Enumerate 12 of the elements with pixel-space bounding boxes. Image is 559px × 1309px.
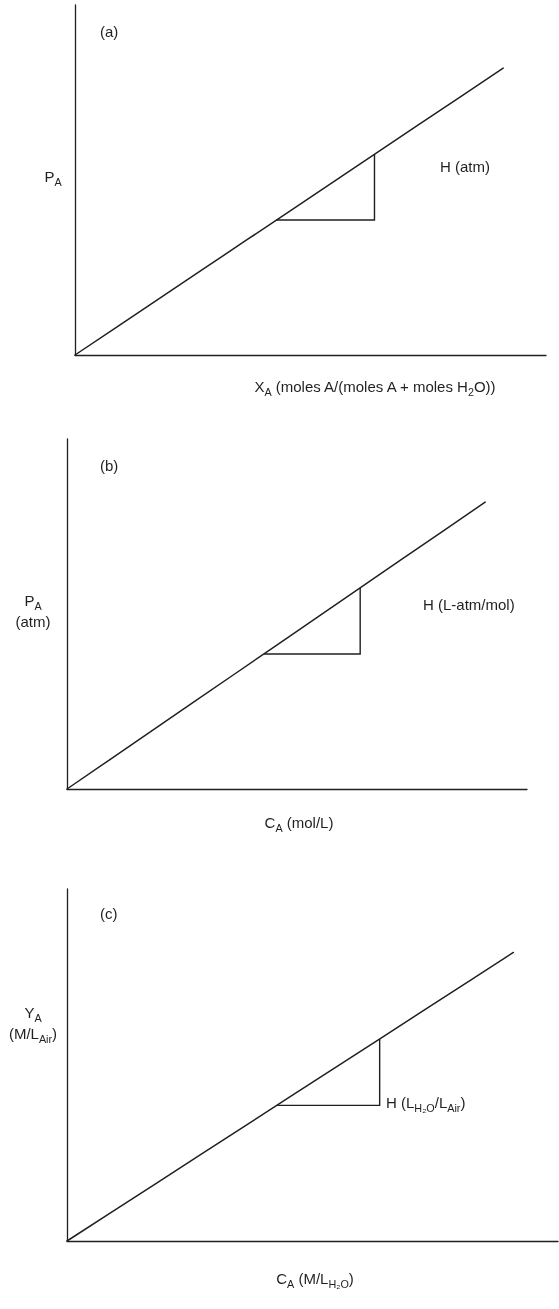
annotation: H (L-atm/mol) — [423, 595, 515, 615]
y-axis-title: P$_{A}$ — [44, 168, 62, 190]
chart-title: (b) — [100, 456, 119, 476]
x-axis-title: C$_{A}$ (M/L$_{H₂O}$) — [276, 1270, 354, 1292]
y-axis-title: Y$_{A}$ (M/L$_{Air}$) — [8, 1003, 58, 1047]
x-axis-title: X$_{A}$ (moles A/(moles A + moles H$_{2}$O)) — [254, 378, 496, 400]
annotation: H (L$_{H₂O}$/L$_{Air}$) — [386, 1094, 466, 1116]
chart-title: (c) — [100, 904, 118, 924]
chart-title: (a) — [100, 22, 119, 42]
x-axis-title: C$_{A}$ (mol/L) — [264, 814, 334, 836]
annotation: H (atm) — [440, 157, 490, 177]
y-axis-title: P$_{A}$ (atm) — [15, 591, 51, 633]
